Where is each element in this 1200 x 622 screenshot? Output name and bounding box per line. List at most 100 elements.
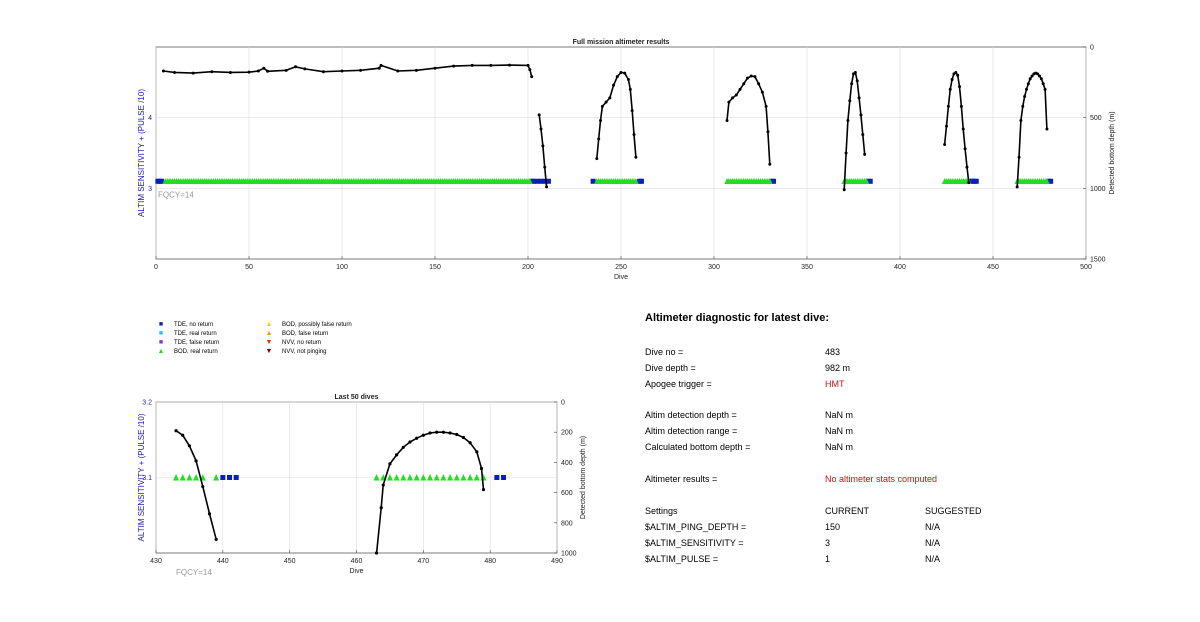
bottom-depth-point — [528, 68, 532, 72]
legend-item: ▲ BOD, false return — [264, 330, 329, 338]
legend-item: ▲ BOD, possibly false return — [264, 321, 352, 329]
bottom-depth-point — [844, 151, 848, 155]
bod-real-return-marker — [863, 178, 870, 185]
bottom-depth-point — [604, 100, 608, 104]
settings-header-name: Settings — [645, 506, 678, 516]
bod-real-return-marker — [400, 474, 407, 481]
diag-label: Altim detection depth = — [645, 410, 737, 420]
tde-no-return-marker — [534, 178, 540, 184]
x-tick-label: 430 — [150, 558, 162, 565]
tde-no-return-marker — [538, 178, 544, 184]
bottom-depth-point — [537, 113, 541, 117]
bod-real-return-marker — [433, 474, 440, 481]
bottom-depth-point — [530, 75, 534, 79]
bottom-depth-point — [857, 96, 861, 100]
legend-item: ▼ NVV, not pinging — [264, 348, 327, 356]
bod-real-return-marker — [1044, 178, 1050, 185]
x-tick-label: 200 — [522, 264, 534, 271]
legend-marker: ▼ — [265, 348, 273, 355]
bottom-depth-point — [181, 433, 185, 437]
diag-value: NaN m — [825, 426, 854, 436]
bottom-depth-point — [441, 430, 445, 434]
x-tick-label: 450 — [284, 558, 296, 565]
bottom-depth-point — [207, 512, 212, 516]
legend-label: NVV, no return — [282, 340, 322, 346]
bod-real-return-marker — [440, 474, 447, 481]
legend-label: TDE, no return — [174, 322, 214, 328]
setting-name: $ALTIM_SENSITIVITY = — [645, 538, 744, 548]
x-tick-label: 150 — [429, 264, 441, 271]
legend-marker: ▲ — [265, 321, 273, 328]
bottom-depth-point — [753, 75, 757, 79]
x-tick-label: 490 — [551, 558, 563, 565]
settings-header-current: CURRENT — [825, 506, 869, 516]
x-tick-label: 470 — [417, 558, 429, 565]
y-left-tick-label: 3.1 — [142, 475, 152, 482]
bottom-depth-point — [433, 66, 437, 70]
legend-marker: ■ — [158, 330, 164, 337]
bottom-depth-point — [727, 100, 731, 104]
x-tick-label: 400 — [894, 264, 906, 271]
y-left-tick-label: 3.2 — [142, 400, 152, 407]
bottom-depth-point — [377, 66, 381, 70]
bod-real-return-marker — [473, 474, 480, 481]
bottom-depth-point — [615, 75, 619, 79]
bottom-depth-point — [734, 93, 738, 97]
bottom-depth-point — [507, 63, 511, 67]
bottom-depth-point — [632, 133, 636, 137]
tde-no-return-marker — [531, 178, 537, 184]
bottom-depth-point — [725, 118, 729, 122]
bottom-depth-point — [965, 165, 969, 169]
bottom-depth-point — [628, 87, 632, 91]
bottom-depth-point — [745, 76, 749, 80]
bottom-depth-point — [191, 71, 195, 75]
legend-marker: ■ — [158, 339, 164, 346]
bottom-depth-point — [749, 74, 753, 78]
bod-real-return-marker — [186, 474, 193, 481]
bod-real-return-marker — [420, 474, 427, 481]
bottom-depth-point — [859, 113, 863, 117]
x-tick-label: 0 — [154, 264, 158, 271]
bottom-depth-point — [266, 69, 270, 73]
bottom-depth-point — [228, 70, 232, 74]
tde-no-return-marker — [590, 178, 596, 184]
bottom-depth-point — [452, 64, 456, 68]
bottom-depth-point — [461, 435, 466, 440]
bottom-depth-point — [948, 87, 952, 91]
tde-no-return-marker — [501, 475, 507, 480]
x-tick-label: 100 — [336, 264, 348, 271]
y-right-axis-label: Detected bottom depth (m) — [1109, 111, 1116, 194]
legend-item: ▲ BOD, real return — [156, 348, 218, 356]
legend-item: ▼ NVV, no return — [264, 339, 322, 347]
bod-real-return-marker — [406, 474, 413, 481]
bottom-depth-point — [294, 65, 297, 69]
tde-no-return-marker — [973, 178, 979, 184]
legend-marker: ▲ — [265, 330, 273, 337]
x-axis-label: Dive — [349, 568, 363, 575]
x-tick-label: 350 — [801, 264, 813, 271]
y-left-tick-label: 3 — [148, 186, 152, 193]
y-right-tick-label: 600 — [561, 490, 573, 497]
bottom-depth-point — [950, 78, 954, 82]
bod-real-return-marker — [447, 474, 454, 481]
bod-real-return-marker — [633, 178, 639, 185]
bottom-depth-point — [381, 483, 385, 487]
tde-no-return-marker — [545, 178, 551, 184]
bottom-depth-point — [479, 466, 484, 471]
bottom-depth-point — [1021, 104, 1025, 108]
bottom-depth-point — [853, 70, 857, 74]
bottom-depth-point — [395, 453, 399, 457]
bottom-depth-point — [247, 70, 251, 74]
x-axis-label: Dive — [614, 274, 628, 281]
diag-label: Apogee trigger = — [645, 379, 712, 389]
bottom-depth-point — [731, 96, 735, 100]
bottom-depth-point — [623, 71, 627, 75]
bottom-depth-point — [543, 165, 547, 169]
diagnostic-title: Altimeter diagnostic for latest dive: — [645, 312, 829, 324]
tde-no-return-marker — [1048, 178, 1054, 184]
tde-no-return-marker — [494, 475, 500, 480]
tde-no-return-marker — [542, 178, 548, 184]
bottom-depth-point — [1030, 74, 1034, 78]
bottom-depth-point — [946, 104, 950, 108]
bottom-depth-point — [448, 431, 452, 435]
